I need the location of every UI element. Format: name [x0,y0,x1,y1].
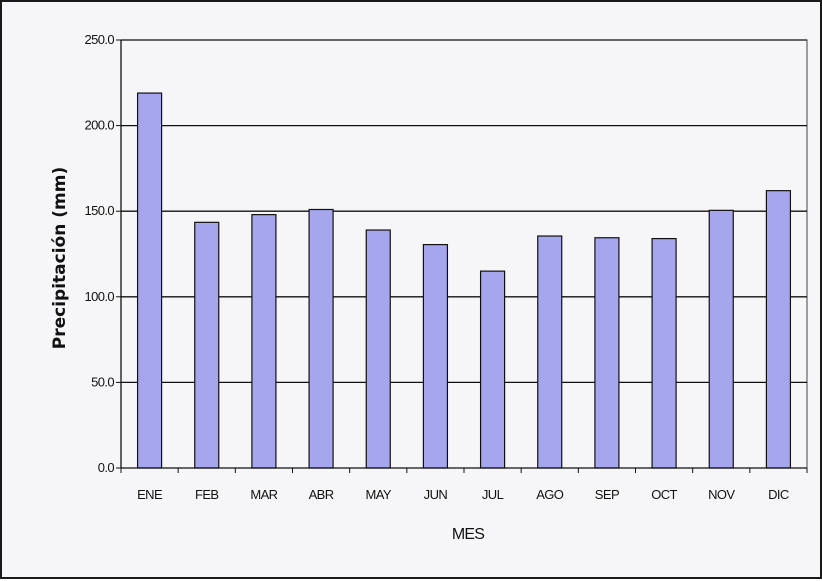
bar-nov [708,209,734,469]
x-tick-label: DIC [768,487,789,502]
gridlines [120,39,808,469]
y-tick-label: 100.0 [84,289,114,304]
bar-abr [308,208,334,469]
x-tick-label: ENE [137,487,163,502]
bar-dic [765,190,792,469]
y-axis-label: Precipitación (mm) [50,167,70,349]
x-tick-label: JUL [482,487,504,502]
x-tick-label: FEB [195,487,218,502]
bar-mar [251,214,277,469]
x-tick-label: MAY [366,487,392,502]
bar-feb [194,221,220,469]
x-tick-label: SEP [595,487,619,502]
y-tick-label: 200.0 [84,118,114,133]
x-axis-label: MES [452,526,484,543]
x-tick-label: ABR [309,487,334,502]
axes [116,39,808,473]
y-tick-label: 250.0 [84,32,114,47]
bar-ene [136,92,163,469]
x-tick-label: OCT [651,487,677,502]
bar-jun [422,243,449,469]
bar-may [365,229,391,469]
bar-jul [479,270,506,469]
bar-ago [537,235,563,469]
bar-oct [651,237,677,469]
y-tick-labels: 0.0 50.0 100.0 150.0 200.0 250.0 [84,32,115,475]
x-tick-label: JUN [424,487,448,502]
y-tick-label: 150.0 [84,203,114,218]
y-tick-label: 50.0 [91,374,114,389]
y-tick-label: 0.0 [98,460,115,475]
x-tick-labels: ENE FEB MAR ABR MAY JUN JUL AGO SEP OCT NOV DIC [137,487,789,502]
plot-area-border [120,39,808,469]
x-tick-label: NOV [708,487,735,502]
bars [136,92,792,469]
bar-sep [594,237,620,469]
x-tick-label: AGO [536,487,564,502]
x-tick-label: MAR [250,487,277,502]
